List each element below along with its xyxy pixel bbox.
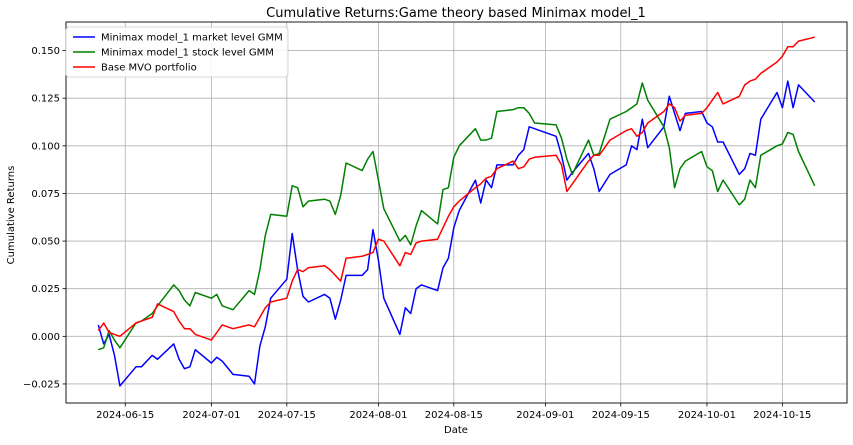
y-tick-label: 0.150 xyxy=(31,46,60,57)
grid-layer xyxy=(66,22,847,403)
x-tick-label: 2024-09-15 xyxy=(592,410,650,421)
y-tick-label: 0.050 xyxy=(31,237,60,248)
x-tick-label: 2024-10-15 xyxy=(753,410,811,421)
y-axis-label: Cumulative Returns xyxy=(6,166,17,265)
tick-layer: 2024-06-15 2024-07-01 2024-07-15 2024-08-01… xyxy=(23,46,811,421)
x-tick-label: 2024-06-15 xyxy=(96,410,154,421)
x-axis-label: Date xyxy=(444,425,468,436)
x-tick-label: 2024-07-15 xyxy=(258,410,316,421)
y-tick-label: 0.075 xyxy=(31,189,60,200)
y-tick-label: 0.025 xyxy=(31,284,60,295)
legend-label-1: Minimax model_1 market level GMM xyxy=(101,33,283,44)
y-tick-label: 0.125 xyxy=(31,94,60,105)
legend-entries: Minimax model_1 market level GMM Minimax … xyxy=(73,33,283,74)
x-tick-label: 2024-08-01 xyxy=(349,410,407,421)
series-line-3 xyxy=(97,36,815,341)
y-tick-label: 0.100 xyxy=(31,141,60,152)
x-tick-label: 2024-07-01 xyxy=(182,410,240,421)
legend-box xyxy=(65,26,289,78)
x-tick-label: 2024-08-15 xyxy=(425,410,483,421)
y-tick-label: 0.000 xyxy=(31,332,60,343)
series-line-1 xyxy=(97,80,816,387)
plot-area-frame xyxy=(65,21,848,404)
x-tick-label: 2024-10-01 xyxy=(678,410,736,421)
legend-label-3: Base MVO portfolio xyxy=(101,63,197,74)
series-layer xyxy=(97,36,816,387)
legend-label-2: Minimax model_1 stock level GMM xyxy=(101,48,274,59)
chart-title: Cumulative Returns:Game theory based Min… xyxy=(266,6,646,21)
x-tick-label: 2024-09-01 xyxy=(516,410,574,421)
series-line-2 xyxy=(98,82,816,351)
legend: Minimax model_1 market level GMM Minimax … xyxy=(65,26,289,78)
y-tick-label: −0.025 xyxy=(23,379,60,390)
